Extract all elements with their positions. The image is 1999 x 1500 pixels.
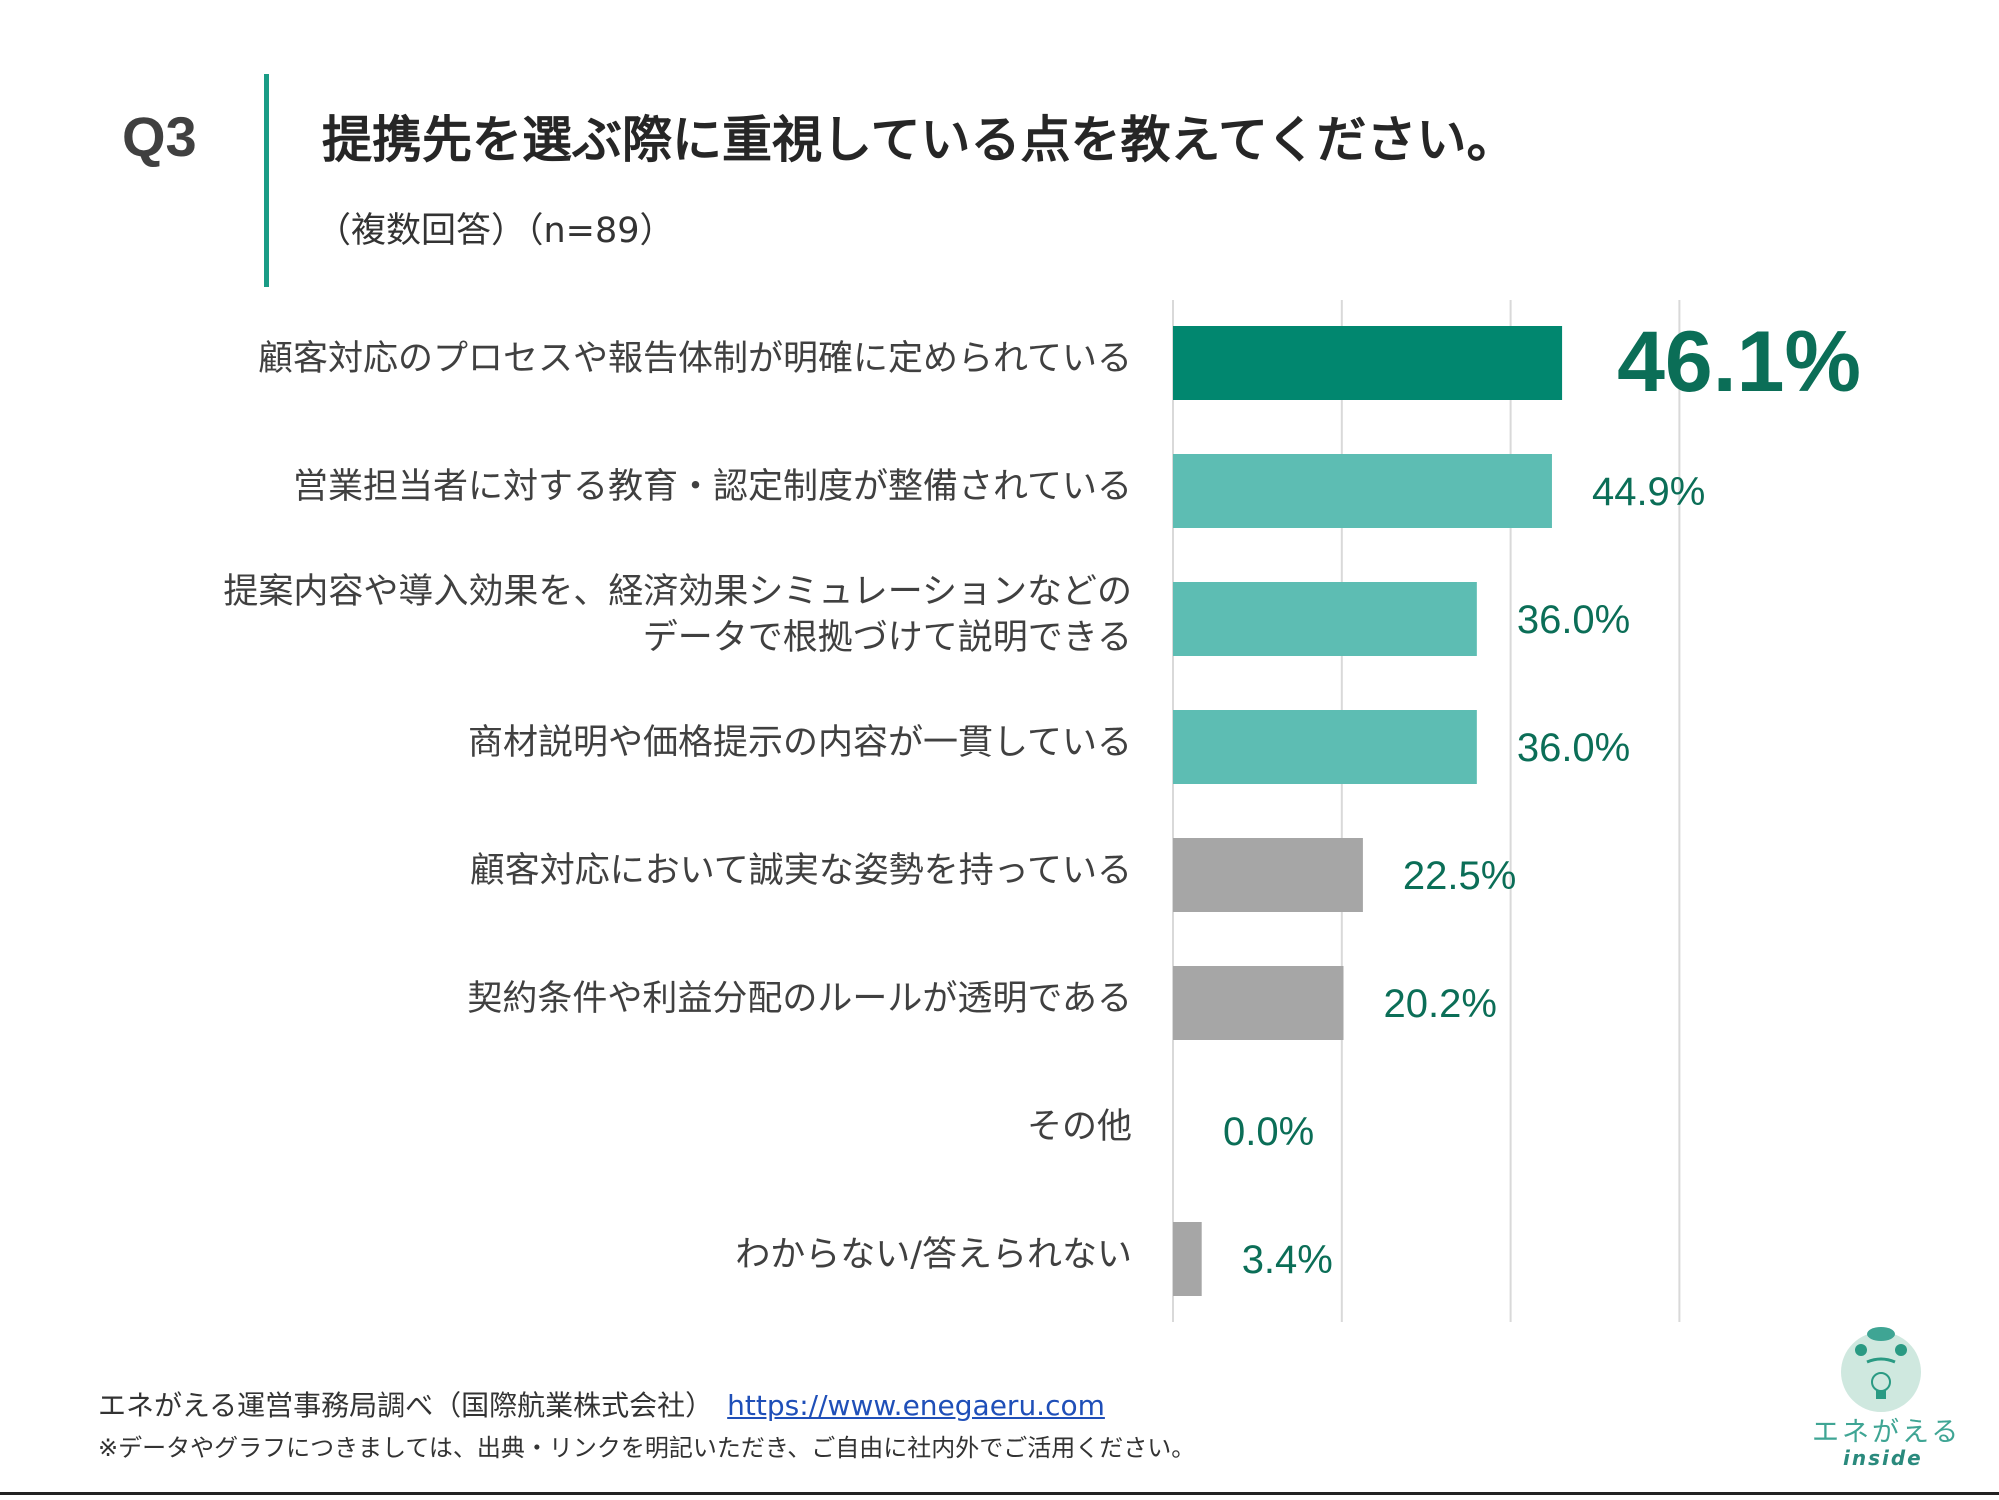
logo-subtext: inside xyxy=(1843,1446,1923,1470)
category-label: 顧客対応において誠実な姿勢を持っている xyxy=(470,848,1132,894)
category-label: 提案内容や導入効果を、経済効果シミュレーションなどのデータで根拠づけて説明できる xyxy=(223,569,1132,661)
value-label: 20.2% xyxy=(1383,982,1496,1026)
value-label: 22.5% xyxy=(1403,854,1516,898)
category-label-line: 営業担当者に対する教育・認定制度が整備されている xyxy=(293,467,1132,507)
question-number: Q3 xyxy=(122,105,197,168)
bar xyxy=(1173,966,1344,1040)
page-title: 提携先を選ぶ際に重視している点を教えてください。 xyxy=(322,111,1517,169)
bar xyxy=(1173,710,1477,784)
title-divider xyxy=(264,74,269,287)
value-label: 46.1% xyxy=(1617,314,1861,410)
value-label: 36.0% xyxy=(1517,726,1630,770)
category-label: その他 xyxy=(1027,1104,1132,1150)
value-label: 44.9% xyxy=(1592,470,1705,514)
category-label-line: データで根拠づけて説明できる xyxy=(642,618,1132,658)
bar xyxy=(1173,582,1477,656)
value-label: 3.4% xyxy=(1242,1238,1333,1282)
frog-logo-icon xyxy=(1841,1327,1921,1412)
bar xyxy=(1173,454,1552,528)
value-label: 0.0% xyxy=(1223,1110,1314,1154)
bar xyxy=(1173,838,1363,912)
category-label: わからない/答えられない xyxy=(735,1232,1132,1278)
category-label: 営業担当者に対する教育・認定制度が整備されている xyxy=(293,464,1132,510)
source-line: エネがえる運営事務局調べ（国際航業株式会社） https://www.enegae… xyxy=(98,1384,1105,1424)
category-label: 契約条件や利益分配のルールが透明である xyxy=(467,976,1132,1022)
category-label: 顧客対応のプロセスや報告体制が明確に定められている xyxy=(258,336,1132,382)
category-label-line: 顧客対応のプロセスや報告体制が明確に定められている xyxy=(258,339,1132,379)
category-label-line: 商材説明や価格提示の内容が一貫している xyxy=(468,723,1132,763)
value-label: 36.0% xyxy=(1517,598,1630,642)
usage-note: ※データやグラフにつきましては、出典・リンクを明記いただき、ご自由に社内外でご活… xyxy=(98,1434,1196,1462)
category-label-line: その他 xyxy=(1026,1107,1132,1147)
subtitle: （複数回答）（n=89） xyxy=(316,211,675,251)
category-label-line: 契約条件や利益分配のルールが透明である xyxy=(467,979,1132,1019)
bar xyxy=(1173,1222,1202,1296)
bottom-border xyxy=(0,1492,1999,1495)
bar xyxy=(1173,326,1563,400)
logo-text: エネがえる xyxy=(1812,1417,1962,1448)
source-link[interactable]: https://www.enegaeru.com xyxy=(727,1389,1105,1422)
source-text: エネがえる運営事務局調べ（国際航業株式会社） xyxy=(98,1389,714,1422)
category-label-line: 提案内容や導入効果を、経済効果シミュレーションなどの xyxy=(223,572,1132,612)
category-label-line: 顧客対応において誠実な姿勢を持っている xyxy=(469,851,1132,891)
category-label: 商材説明や価格提示の内容が一貫している xyxy=(468,720,1132,766)
category-label-line: わからない/答えられない xyxy=(735,1235,1132,1275)
